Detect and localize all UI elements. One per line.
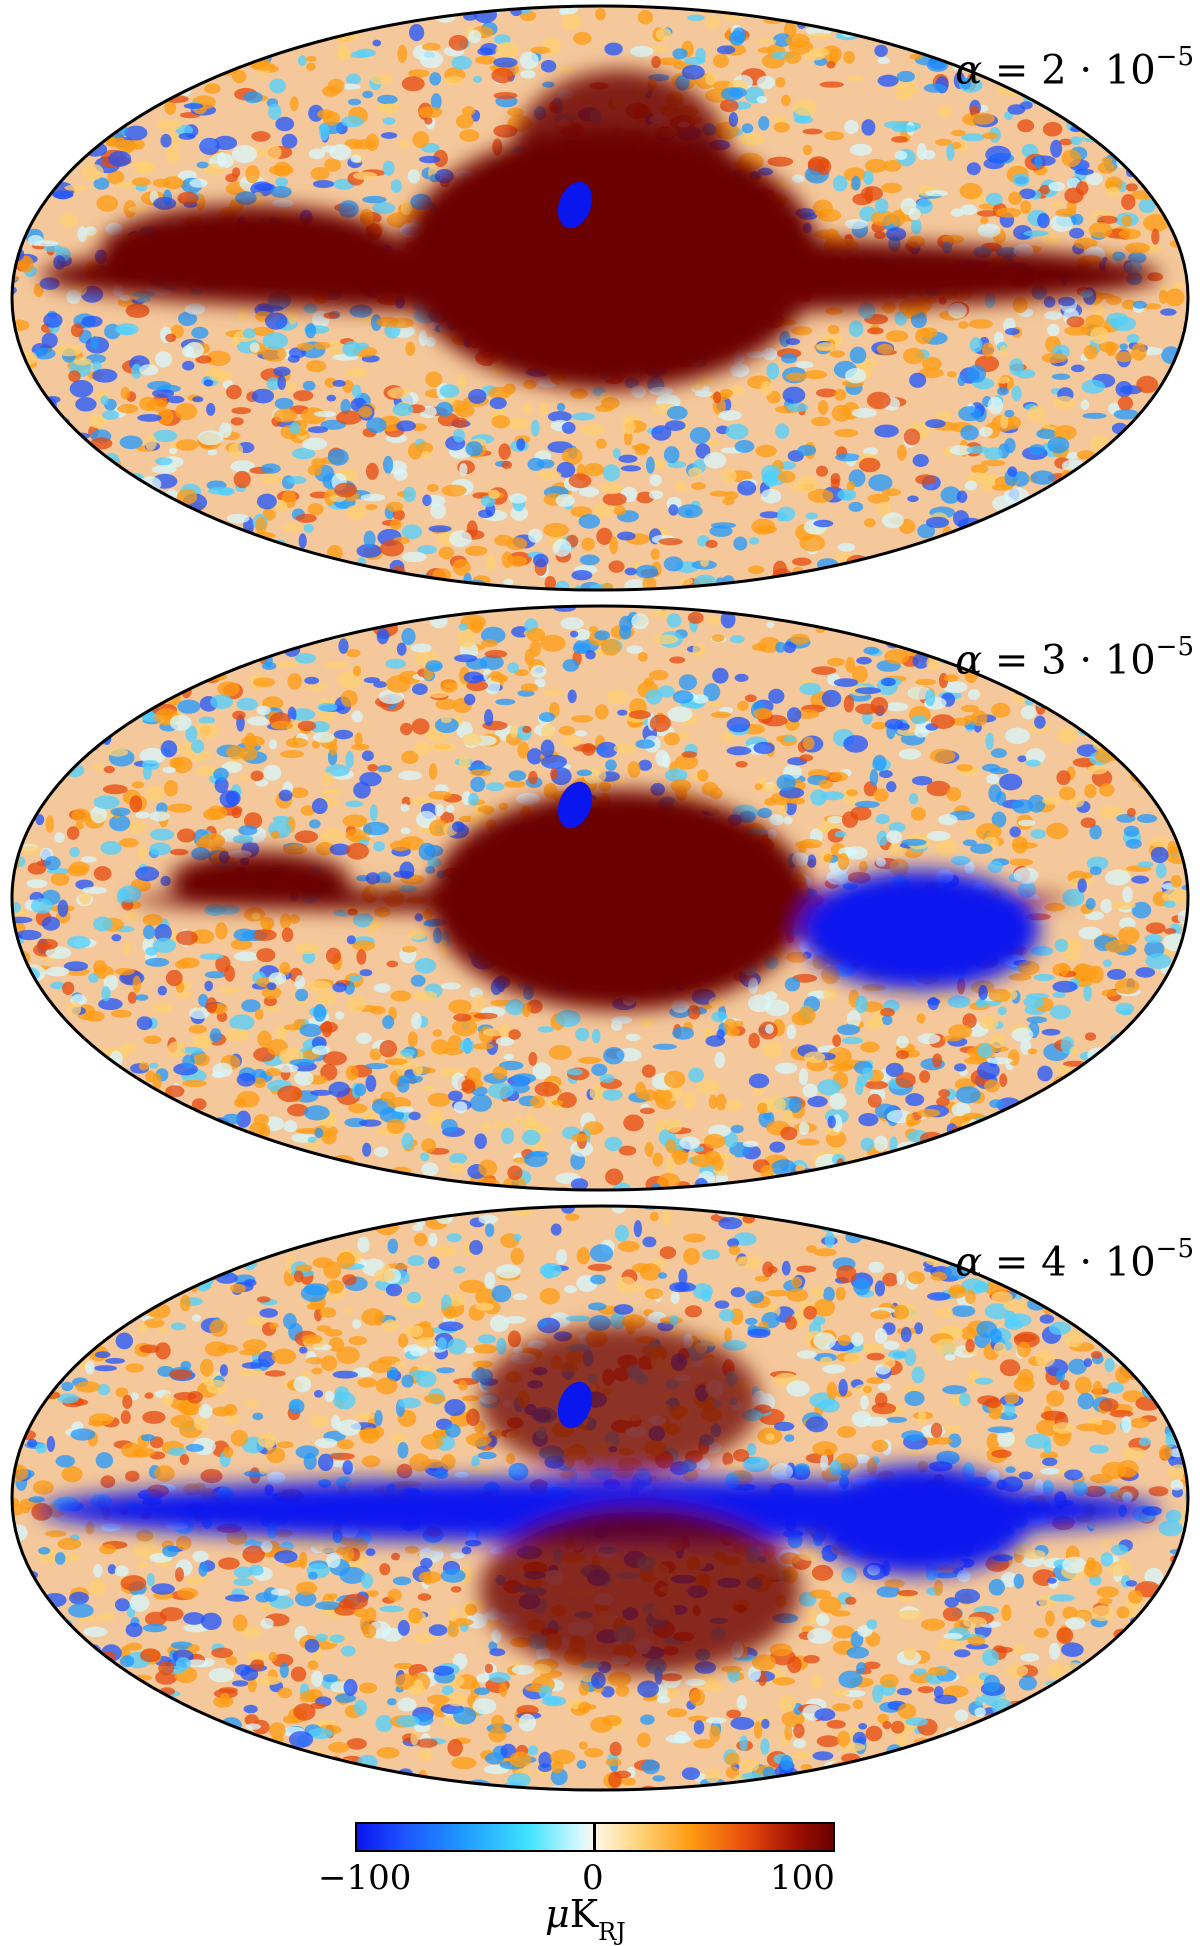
mollweide-map-3 xyxy=(0,1200,1200,1800)
colorbar xyxy=(355,1822,835,1852)
colorbar-unit-label: μKRJ xyxy=(545,1892,626,1942)
sky-map-panel-3: α = 4 · 10−5 xyxy=(0,1200,1200,1800)
alpha-label-3: α = 4 · 10−5 xyxy=(955,1238,1194,1285)
alpha-label-2: α = 3 · 10−5 xyxy=(955,636,1194,683)
colorbar-zero-tick xyxy=(593,1824,596,1850)
sky-map-panel-2: α = 3 · 10−5 xyxy=(0,600,1200,1200)
colorbar-max-label: 100 xyxy=(770,1858,835,1898)
mollweide-map-2 xyxy=(0,600,1200,1200)
alpha-label-1: α = 2 · 10−5 xyxy=(955,46,1194,93)
sky-map-panel-1: α = 2 · 10−5 xyxy=(0,0,1200,600)
colorbar-min-label: −100 xyxy=(318,1858,411,1898)
colorbar-legend: −100 0 100 μKRJ xyxy=(0,1800,1200,1932)
